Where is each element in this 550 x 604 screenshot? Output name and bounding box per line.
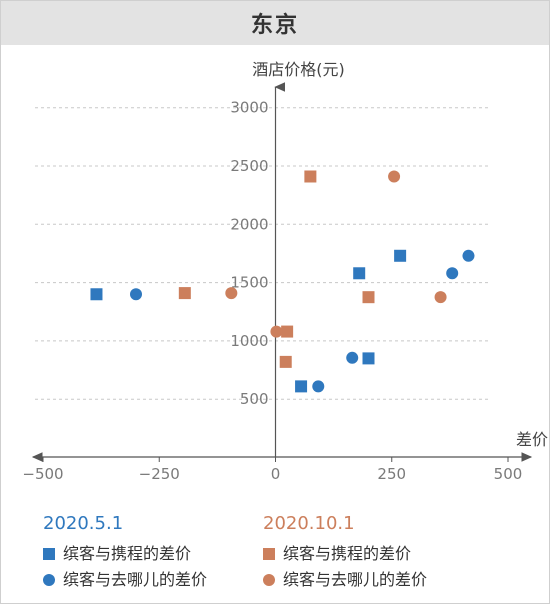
legend-item-label: 缤客与携程的差价 xyxy=(63,544,192,563)
y-tick-label: 1500 xyxy=(230,274,268,292)
square-data-point xyxy=(178,287,191,300)
circle-data-point xyxy=(434,291,447,304)
chart-title: 东京 xyxy=(250,13,299,38)
square-marker-icon xyxy=(43,548,55,560)
circle-marker-icon xyxy=(43,574,55,586)
y-tick-label: 2500 xyxy=(230,157,268,175)
square-data-point xyxy=(90,288,103,301)
square-data-point xyxy=(362,352,375,365)
legend-year: 2020.5.1 xyxy=(43,513,124,534)
x-tick-label: 0 xyxy=(271,465,281,483)
legend-group-2020-5-1: 2020.5.1 缤客与携程的差价 缤客与去哪儿的差价 xyxy=(43,511,207,593)
legend-item-label: 缤客与去哪儿的差价 xyxy=(63,570,208,589)
legend: 2020.5.1 缤客与携程的差价 缤客与去哪儿的差价 2020.10.1 缤客… xyxy=(1,511,549,603)
circle-data-point xyxy=(446,267,459,280)
y-tick-label: 3000 xyxy=(230,99,268,117)
square-data-point xyxy=(304,170,317,183)
circle-data-point xyxy=(270,325,283,338)
x-tick-label: 500 xyxy=(494,465,523,483)
x-axis-label: 差价 xyxy=(516,430,548,449)
legend-item: 缤客与携程的差价 xyxy=(263,541,427,567)
circle-marker-icon xyxy=(263,574,275,586)
legend-group-2020-10-1: 2020.10.1 缤客与携程的差价 缤客与去哪儿的差价 xyxy=(263,511,427,593)
x-tick-label: 250 xyxy=(377,465,406,483)
legend-item-label: 缤客与去哪儿的差价 xyxy=(283,570,428,589)
circle-data-point xyxy=(130,288,142,301)
circle-data-point xyxy=(462,249,475,262)
circle-data-point xyxy=(388,170,401,183)
y-tick-label: 1000 xyxy=(230,332,268,350)
square-data-point xyxy=(281,325,294,338)
data-points xyxy=(90,170,475,393)
legend-item: 缤客与携程的差价 xyxy=(43,541,207,567)
grid-lines xyxy=(35,107,491,400)
x-tick-label: −500 xyxy=(22,465,63,483)
circle-data-point xyxy=(346,351,359,364)
square-data-point xyxy=(279,355,292,368)
legend-year: 2020.10.1 xyxy=(263,513,355,534)
square-data-point xyxy=(295,380,308,393)
scatter-plot: 500 1000 1500 2000 2500 3000 −500 −250 0 250 500 酒… xyxy=(22,60,548,483)
y-tick-label: 2000 xyxy=(230,215,268,233)
square-data-point xyxy=(353,267,366,280)
circle-data-point xyxy=(225,287,238,300)
legend-item-label: 缤客与携程的差价 xyxy=(283,544,412,563)
y-tick-label: 500 xyxy=(240,390,269,408)
legend-item: 缤客与去哪儿的差价 xyxy=(43,567,207,593)
chart-header: 东京 xyxy=(1,1,549,45)
square-marker-icon xyxy=(263,548,275,560)
square-data-point xyxy=(394,249,407,262)
axes xyxy=(31,82,533,462)
x-tick-label: −250 xyxy=(139,465,180,483)
tick-labels: 500 1000 1500 2000 2500 3000 −500 −250 0 250 500 xyxy=(22,99,522,483)
circle-data-point xyxy=(312,380,325,393)
legend-item: 缤客与去哪儿的差价 xyxy=(263,567,427,593)
square-data-point xyxy=(362,291,375,304)
y-axis-label: 酒店价格(元) xyxy=(252,60,345,79)
